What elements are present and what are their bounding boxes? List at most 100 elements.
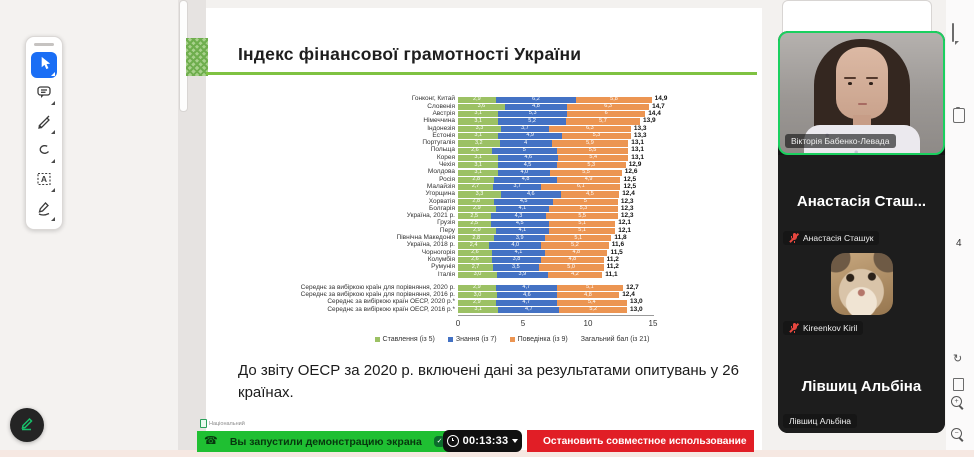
x-axis-tick: 0	[455, 319, 461, 328]
bar-segment: 3,5	[493, 264, 539, 271]
bar-segment: 4,7	[495, 284, 557, 292]
rotate-icon[interactable]: ↻	[953, 353, 963, 365]
toolbar-drag-handle[interactable]	[34, 43, 54, 46]
row-total: 13,1	[631, 139, 644, 147]
comment-panel-icon[interactable]	[952, 23, 954, 42]
stop-share-label: Остановить совместное использование	[543, 435, 747, 447]
bar-segment: 2,9	[458, 299, 496, 306]
bar-segment: 4,8	[504, 103, 568, 111]
chart-row: Середнє за вибіркою країн для порівняння…	[206, 292, 762, 299]
participant-video-tile[interactable]: Вікторія Бабенко-Левада	[778, 31, 945, 155]
chart-row: Середнє за вибіркою країн для порівняння…	[206, 283, 762, 292]
participant-tile[interactable]: Kireenkov Kiril	[778, 250, 945, 340]
row-label: Середнє за вибіркою країн для порівняння…	[300, 283, 455, 291]
bar-segment: 3,9	[494, 235, 546, 242]
bar-segment: 5,5	[556, 147, 629, 154]
chart-row: Україна, 2018 р. 2,4 4,0 5,2 11,6	[206, 242, 762, 249]
zoom-out-icon[interactable]: −	[951, 428, 962, 439]
chart-row: Словенія 3,6 4,8 6,3 14,7	[206, 103, 762, 111]
row-label: Естонія	[432, 131, 455, 139]
participant-tile[interactable]: Лівшиц Альбіна Лівшиц Альбіна	[778, 340, 945, 433]
row-label: Німеччина	[423, 117, 455, 125]
bar-segment: 2,9	[458, 227, 496, 235]
row-label: Перу	[439, 226, 455, 234]
bar-segment: 4,3	[490, 213, 547, 220]
screen-share-banner: ☎ Вы запустили демонстрацию экрана ✓	[197, 431, 452, 452]
stacked-bar: 2,5 4,3 5,5	[458, 213, 618, 220]
stacked-bar: 2,7 3,5 5,0	[458, 264, 604, 271]
stacked-bar: 2,6 5 5,5	[458, 147, 629, 154]
row-total: 12,3	[620, 212, 634, 220]
legend-swatch	[509, 337, 515, 342]
stacked-bar: 2,6 3,8 4,8	[458, 257, 604, 264]
bar-segment: 5,2	[498, 118, 566, 125]
row-total: 13,9	[642, 117, 656, 125]
row-label: Польща	[430, 146, 455, 154]
bar-segment: 2,6	[458, 257, 492, 264]
participant-name: Kireenkov Kiril	[803, 323, 858, 333]
bar-segment: 3,1	[458, 118, 499, 125]
stacked-bar: 2,9 4,7 5,4	[458, 299, 627, 306]
meeting-timer[interactable]: 00:13:33	[443, 430, 522, 452]
title-underline	[206, 72, 757, 75]
page-view-icon[interactable]	[953, 378, 964, 396]
row-total: 14,4	[648, 109, 661, 117]
bar-segment: 5,3	[498, 111, 568, 118]
row-total: 13,0	[629, 305, 643, 313]
bar-segment: 4,8	[494, 176, 557, 183]
bar-segment: 3,1	[458, 133, 499, 140]
chart-row: Хорватія 2,8 4,5 5 12,3	[206, 198, 762, 205]
comment-icon	[36, 84, 52, 105]
participant-name-plate: Kireenkov Kiril	[783, 321, 864, 335]
bar-segment: 4,8	[545, 249, 608, 256]
fill-sign-tool-button[interactable]	[31, 197, 57, 223]
row-label: Середнє за вибіркою країн ОЕСР, 2016 р.*	[327, 305, 455, 313]
lasso-tool-button[interactable]	[31, 139, 57, 165]
row-label: Гонконг, Китай	[411, 95, 455, 103]
zoom-in-icon[interactable]: +	[951, 396, 962, 407]
bar-segment: 3,6	[458, 103, 505, 111]
bar-segment: 4,8	[556, 292, 620, 299]
row-label: Україна, 2021 р.	[406, 212, 455, 220]
stacked-bar: 3,1 4,7 5,2	[458, 306, 627, 314]
zoom-participants-panel: Вікторія Бабенко-Левада Анастасія Сташ..…	[778, 31, 945, 433]
stop-share-button[interactable]: Остановить совместное использование	[527, 430, 754, 452]
slide-title: Індекс фінансової грамотності України	[238, 44, 582, 64]
bar-segment: 6,3	[548, 125, 631, 132]
chart-row: Україна, 2021 р. 2,5 4,3 5,5 12,3	[206, 213, 762, 220]
select-text-tool-button[interactable]: A	[31, 168, 57, 194]
select-text-icon: A	[36, 171, 52, 192]
viewer-right-toolbar-background	[946, 0, 974, 457]
row-label: Австрія	[432, 109, 455, 117]
financial-literacy-chart: Гонконг, Китай 2,9 6,2 5,8 14,9 Словенія 3,6 4,…	[206, 96, 762, 314]
stacked-bar: 2,7 3,7 6,1	[458, 184, 621, 191]
participant-name: Вікторія Бабенко-Левада	[791, 136, 890, 146]
security-shield-icon[interactable]: ✓	[434, 436, 445, 447]
x-axis-tick: 10	[583, 319, 593, 328]
select-tool-button[interactable]	[31, 52, 57, 78]
bar-segment: 2,9	[458, 284, 496, 292]
stacked-bar: 3,0 3,9 4,2	[458, 271, 603, 278]
row-total: 11,2	[606, 255, 619, 263]
fill-sign-icon	[36, 200, 52, 221]
highlight-tool-button[interactable]	[31, 110, 57, 136]
chart-row: Австрія 3,1 5,3 6 14,4	[206, 109, 762, 118]
bar-segment: 6	[567, 111, 646, 118]
row-label: Північна Македонія	[396, 234, 455, 242]
comment-tool-button[interactable]	[31, 81, 57, 107]
row-label: Середнє за вибіркою країн для порівняння…	[300, 291, 455, 299]
bar-segment: 4,5	[494, 198, 553, 205]
slide-note-text: До звіту ОЕСР за 2020 р. включені дані з…	[238, 362, 739, 401]
stacked-bar: 3,2 4 5,9	[458, 140, 629, 147]
x-axis-tick: 15	[648, 319, 658, 328]
row-total: 12,3	[620, 197, 634, 205]
bar-segment: 5,1	[556, 284, 624, 292]
chart-rows: Гонконг, Китай 2,9 6,2 5,8 14,9 Словенія 3,6 4,…	[206, 96, 762, 314]
clipboard-icon[interactable]	[953, 107, 965, 128]
row-total: 12,7	[626, 283, 639, 291]
bar-segment: 5,1	[545, 235, 612, 242]
participant-tile[interactable]: Анастасія Сташ... Анастасія Сташук	[778, 155, 945, 250]
draw-annotation-fab[interactable]	[10, 408, 44, 442]
row-total: 11,1	[605, 270, 618, 278]
stacked-bar: 3,0 4,6 4,8	[458, 292, 620, 299]
